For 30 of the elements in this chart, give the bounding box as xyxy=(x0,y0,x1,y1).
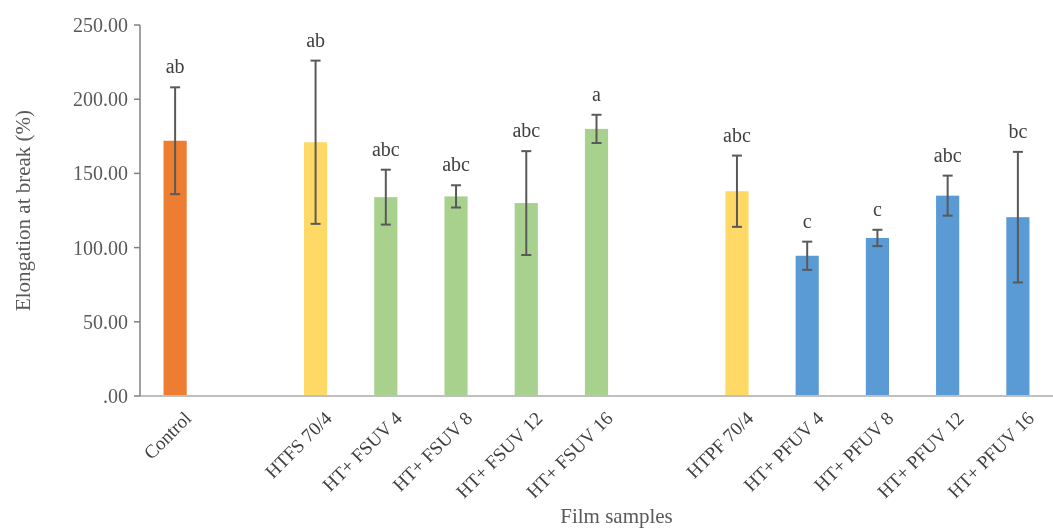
annotation: a xyxy=(592,82,602,105)
annotation: bc xyxy=(1008,119,1028,142)
y-tick-label: 50.00 xyxy=(83,310,128,333)
annotation: abc xyxy=(933,143,962,166)
bar xyxy=(374,197,398,396)
annotation: abc xyxy=(442,153,471,176)
x-axis-title: Film samples xyxy=(560,504,673,528)
annotation: abc xyxy=(371,137,400,160)
annotation: c xyxy=(872,197,882,220)
y-tick-label: 200.00 xyxy=(73,88,128,111)
bar xyxy=(163,140,187,396)
annotation: ab xyxy=(165,55,185,78)
y-axis-title: Elongation at break (%) xyxy=(11,109,35,312)
annotation: c xyxy=(802,209,812,232)
bar xyxy=(936,195,960,396)
y-tick-label: 150.00 xyxy=(73,162,128,185)
bar xyxy=(1006,217,1030,396)
bar xyxy=(514,203,538,396)
bar xyxy=(865,237,890,396)
annotation: abc xyxy=(723,123,751,146)
bar xyxy=(584,128,609,396)
y-tick-label: 250.00 xyxy=(73,14,128,36)
bar xyxy=(725,191,749,396)
y-tick-label: 100.00 xyxy=(73,236,128,259)
bar xyxy=(795,255,819,396)
y-tick-label: .00 xyxy=(103,385,128,407)
annotation: ab xyxy=(306,28,326,51)
bar xyxy=(303,142,328,396)
bar xyxy=(444,196,468,396)
annotation: abc xyxy=(512,119,541,142)
